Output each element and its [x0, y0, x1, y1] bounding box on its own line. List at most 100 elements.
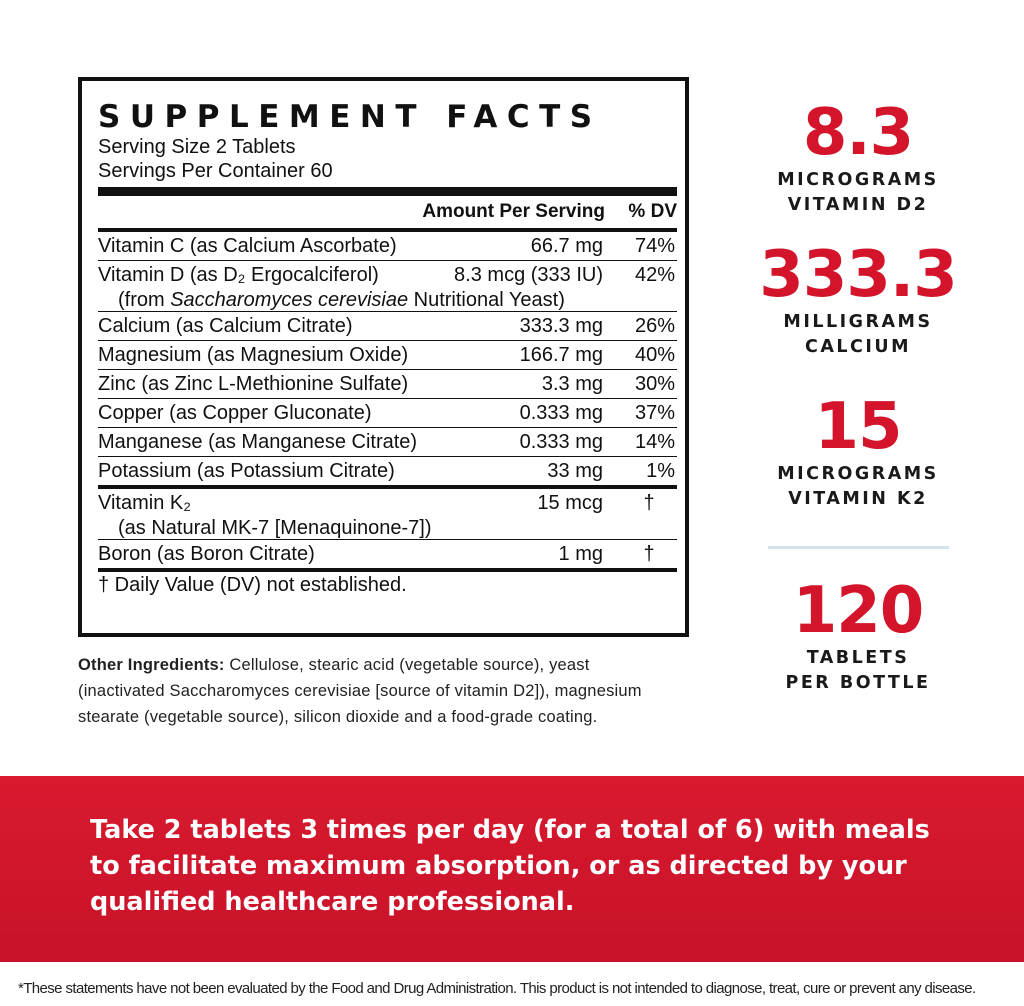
stat-label: VITAMIN D2 [787, 195, 929, 215]
thick-rule [98, 187, 677, 196]
label: Other Ingredients: [78, 656, 225, 674]
nutrient-amount: 15 mcg [537, 492, 603, 514]
nutrient-amount: 0.333 mg [519, 402, 603, 424]
stat-value: 15 [814, 390, 902, 464]
nutrient-row: Potassium (as Potassium Citrate) 33 mg 1% [98, 457, 677, 485]
row-content: Potassium (as Potassium Citrate) 33 mg 1% [98, 457, 677, 485]
amount-header: Amount Per Serving [422, 201, 605, 222]
stat-value: 8.3 [802, 96, 914, 170]
nutrient-dv: † [643, 543, 655, 565]
row-line: Magnesium (as Magnesium Oxide) 166.7 mg 40… [98, 341, 677, 369]
nutrient-name: Copper (as Copper Gluconate) [98, 402, 372, 424]
note-text: Nutritional Yeast) [408, 289, 565, 311]
nutrient-name: Magnesium (as Magnesium Oxide) [98, 344, 409, 366]
nutrient-amount: 66.7 mg [530, 235, 603, 257]
nutrient-row: Vitamin C (as Calcium Ascorbate) 66.7 mg 7… [98, 232, 677, 261]
nutrient-dv: 26% [634, 315, 675, 337]
nutrient-name: Calcium (as Calcium Citrate) [98, 315, 353, 337]
nutrient-row: Copper (as Copper Gluconate) 0.333 mg 37% [98, 399, 677, 428]
nutrient-rows: Vitamin K₂ 15 mcg † (as Natural MK-7 [Menaq… [98, 489, 677, 568]
stat: 120 TABLETS PER BOTTLE [752, 576, 964, 696]
divider [768, 546, 949, 549]
banner [0, 776, 1024, 962]
nutrient-name: Vitamin K₂ [98, 492, 191, 514]
row-content: Manganese (as Manganese Citrate) 0.333 mg… [98, 428, 677, 456]
stat-label: PER BOTTLE [785, 673, 931, 693]
row-content: Zinc (as Zinc L-Methionine Sulfate) 3.3 m… [98, 370, 677, 398]
nutrient-name: Potassium (as Potassium Citrate) [98, 460, 395, 482]
nutrient-dv: 14% [634, 431, 675, 453]
row-line: Vitamin C (as Calcium Ascorbate) 66.7 mg 7… [98, 232, 677, 260]
nutrient-name: Zinc (as Zinc L-Methionine Sulfate) [98, 373, 409, 395]
row-line: Manganese (as Manganese Citrate) 0.333 mg… [98, 428, 677, 456]
nutrient-row: Magnesium (as Magnesium Oxide) 166.7 mg 40… [98, 341, 677, 370]
row-content: Vitamin K₂ 15 mcg † (as Natural MK-7 [Menaq… [98, 489, 677, 539]
row-content: Copper (as Copper Gluconate) 0.333 mg 37% [98, 399, 677, 427]
nutrient-rows: Vitamin C (as Calcium Ascorbate) 66.7 mg 7… [98, 232, 677, 485]
row-line: Vitamin K₂ 15 mcg † [98, 489, 677, 517]
nutrient-row: Boron (as Boron Citrate) 1 mg † [98, 540, 677, 568]
stat-label: TABLETS [806, 648, 910, 668]
dv-header: % DV [628, 201, 677, 222]
row-content: Vitamin C (as Calcium Ascorbate) 66.7 mg 7… [98, 232, 677, 260]
row-line: Potassium (as Potassium Citrate) 33 mg 1% [98, 457, 677, 485]
thick-rule [98, 485, 677, 489]
stat-label: VITAMIN K2 [788, 489, 928, 509]
row-content: Calcium (as Calcium Citrate) 333.3 mg 26% [98, 312, 677, 340]
panel-title: SUPPLEMENT FACTS [98, 99, 602, 135]
servings-per-container: Servings Per Container 60 [98, 160, 333, 182]
nutrient-name: Vitamin D (as D₂ Ergocalciferol) [98, 264, 379, 286]
stat: 15 MICROGRAMS VITAMIN K2 [752, 392, 964, 512]
nutrient-amount: 33 mg [547, 460, 603, 482]
nutrient-row: Calcium (as Calcium Citrate) 333.3 mg 26% [98, 312, 677, 341]
nutrient-note: (from Saccharomyces cerevisiae Nutrition… [98, 289, 677, 311]
stat-value: 120 [792, 574, 925, 648]
row-content: Vitamin D (as D₂ Ergocalciferol) 8.3 mcg … [98, 261, 677, 311]
stat-label: CALCIUM [804, 337, 912, 357]
nutrient-amount: 3.3 mg [541, 373, 603, 395]
thick-rule [98, 568, 677, 572]
nutrient-amount: 166.7 mg [519, 344, 603, 366]
directions: Take 2 tablets 3 times per day (for a to… [90, 815, 930, 917]
nutrient-dv: 37% [634, 402, 675, 424]
column-header: Amount Per Serving % DV [98, 196, 677, 228]
thick-rule [98, 228, 677, 232]
row-line: Zinc (as Zinc L-Methionine Sulfate) 3.3 m… [98, 370, 677, 398]
stat: 333.3 MILLIGRAMS CALCIUM [752, 240, 964, 360]
disclaimer: *These statements have not been evaluate… [18, 980, 976, 997]
nutrient-dv: 42% [634, 264, 675, 286]
nutrient-amount: 1 mg [558, 543, 603, 565]
stat: 8.3 MICROGRAMS VITAMIN D2 [752, 98, 964, 218]
nutrient-dv: 40% [634, 344, 675, 366]
nutrient-name: Vitamin C (as Calcium Ascorbate) [98, 235, 397, 257]
row-line: Calcium (as Calcium Citrate) 333.3 mg 26% [98, 312, 677, 340]
nutrient-row: Vitamin K₂ 15 mcg † (as Natural MK-7 [Menaq… [98, 489, 677, 540]
stat-value: 333.3 [759, 238, 957, 312]
row-content: Boron (as Boron Citrate) 1 mg † [98, 540, 677, 568]
nutrient-note: (as Natural MK-7 [Menaquinone-7]) [98, 517, 677, 539]
nutrient-amount: 8.3 mcg (333 IU) [454, 264, 603, 286]
nutrient-dv: 74% [634, 235, 675, 257]
row-line: Vitamin D (as D₂ Ergocalciferol) 8.3 mcg … [98, 261, 677, 289]
row-line: Boron (as Boron Citrate) 1 mg † [98, 540, 677, 568]
other-ingredients: Other Ingredients: Cellulose, stearic ac… [78, 652, 668, 730]
row-content: Magnesium (as Magnesium Oxide) 166.7 mg 40… [98, 341, 677, 369]
stat-label: MICROGRAMS [777, 170, 939, 190]
stat-label: MILLIGRAMS [783, 312, 933, 332]
nutrient-dv: 30% [634, 373, 675, 395]
nutrient-amount: 333.3 mg [519, 315, 603, 337]
serving-size: Serving Size 2 Tablets [98, 136, 296, 158]
note-italic: Saccharomyces cerevisiae [170, 289, 409, 311]
nutrient-row: Zinc (as Zinc L-Methionine Sulfate) 3.3 m… [98, 370, 677, 399]
nutrient-name: Boron (as Boron Citrate) [98, 543, 315, 565]
row-line: Copper (as Copper Gluconate) 0.333 mg 37% [98, 399, 677, 427]
supplement-facts-panel: SUPPLEMENT FACTS Serving Size 2 Tablets … [78, 77, 689, 637]
nutrient-name: Manganese (as Manganese Citrate) [98, 431, 418, 453]
note-text: (as Natural MK-7 [Menaquinone-7]) [118, 517, 432, 539]
nutrient-dv: † [643, 492, 655, 514]
nutrient-dv: 1% [646, 460, 675, 482]
nutrient-row: Manganese (as Manganese Citrate) 0.333 mg… [98, 428, 677, 457]
stat-label: MICROGRAMS [777, 464, 939, 484]
note-text: (from [118, 289, 171, 311]
